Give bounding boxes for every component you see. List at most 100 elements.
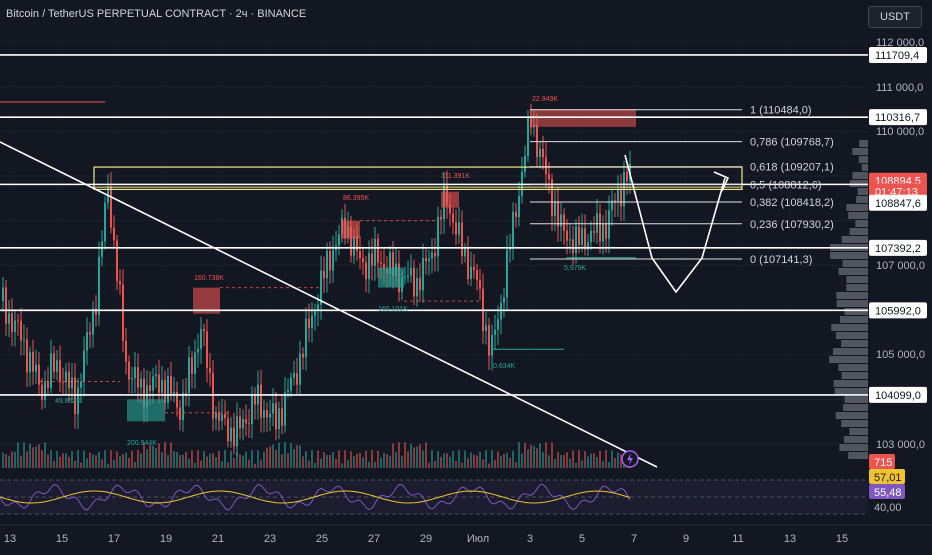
volume-bar (140, 453, 142, 468)
candle-body (536, 124, 538, 158)
time-axis-label: 15 (56, 533, 68, 545)
volume-bar (200, 460, 202, 468)
volume-bar (350, 451, 352, 468)
volume-bar (227, 462, 229, 468)
candle-body (71, 377, 73, 389)
candle-body (236, 416, 238, 447)
time-axis-label: 23 (264, 533, 276, 545)
annotation-label: 22.949K (532, 96, 558, 103)
volume-bar (347, 460, 349, 468)
candle-body (179, 407, 181, 420)
candle-body (572, 239, 574, 254)
volume-bar (134, 461, 136, 468)
candle-body (509, 248, 511, 250)
volume-profile-bar (829, 356, 868, 363)
candle-body (191, 357, 193, 374)
candle-body (203, 328, 205, 332)
candle-body (143, 378, 145, 408)
candle-body (188, 357, 190, 394)
volume-bar (80, 462, 82, 468)
candle-body (431, 252, 433, 259)
candle-body (95, 308, 97, 315)
volume-bar (431, 450, 433, 468)
volume-bar (425, 442, 427, 468)
projection-arrow (713, 171, 730, 192)
candle-body (491, 334, 493, 356)
rsi-level-label: 40,00 (874, 502, 902, 514)
volume-bar (41, 450, 43, 468)
candle-body (35, 364, 37, 372)
candle-body (575, 226, 577, 254)
volume-bar (443, 453, 445, 468)
candle-body (455, 222, 457, 235)
volume-bar (77, 450, 79, 468)
volume-bar (110, 450, 112, 468)
candle-body (356, 236, 358, 252)
volume-bar (14, 451, 16, 468)
volume-bar (593, 453, 595, 468)
candle-body (422, 258, 424, 291)
volume-bar (65, 453, 67, 468)
candle-body (215, 412, 217, 419)
volume-bar (536, 448, 538, 468)
candle-body (272, 403, 274, 414)
candle-body (587, 242, 589, 250)
price-badge (869, 239, 927, 256)
candle-body (383, 264, 385, 269)
volume-bar (389, 455, 391, 468)
volume-bar (530, 444, 532, 468)
volume-bar (470, 452, 472, 468)
candle-body (365, 262, 367, 280)
candle-body (254, 395, 256, 405)
volume-bar (293, 449, 295, 468)
candle-body (59, 360, 61, 382)
time-axis-label: 29 (420, 533, 432, 545)
fib-level-label: 1 (110484,0) (750, 105, 812, 117)
volume-bar (155, 448, 157, 468)
trend-line (0, 141, 658, 468)
volume-bar (182, 454, 184, 468)
volume-bar (461, 462, 463, 468)
volume-bar (491, 450, 493, 468)
volume-profile-bar (842, 260, 868, 267)
lightning-icon[interactable] (621, 450, 639, 468)
candle-body (596, 213, 598, 233)
volume-bar (47, 454, 49, 468)
rsi-badge-label: 715 (874, 457, 892, 469)
candle-body (590, 230, 592, 243)
candle-body (281, 408, 283, 426)
candle-body (56, 360, 58, 372)
projection-path (624, 154, 726, 294)
candle-body (260, 384, 262, 418)
volume-bar (320, 458, 322, 468)
volume-bar (245, 451, 247, 468)
volume-bar (107, 463, 109, 468)
fib-level-label: 0,5 (108812,6) (750, 179, 822, 191)
candle-body (626, 172, 628, 182)
candle-body (2, 287, 4, 302)
price-badge-label: 108847,6 (875, 198, 921, 210)
volume-bar (326, 454, 328, 468)
volume-bar (368, 461, 370, 468)
order-block-box (441, 191, 459, 208)
volume-profile-bar (855, 220, 868, 227)
candle-body (413, 268, 415, 297)
volume-bar (113, 459, 115, 468)
candle-body (473, 266, 475, 271)
volume-bar (557, 451, 559, 468)
candle-body (269, 413, 271, 418)
volume-bar (44, 442, 46, 468)
volume-bar (404, 442, 406, 468)
candle-body (233, 427, 235, 447)
candle-body (581, 228, 583, 245)
symbol-title[interactable]: Bitcoin / TetherUS PERPETUAL CONTRACT · … (6, 8, 307, 20)
volume-bar (92, 454, 94, 468)
candle-body (368, 253, 370, 280)
volume-bar (602, 461, 604, 468)
candle-body (329, 251, 331, 271)
currency-button[interactable]: USDT (868, 6, 922, 28)
candle-body (551, 179, 553, 217)
volume-bar (251, 450, 253, 468)
volume-profile-bar (832, 348, 868, 355)
